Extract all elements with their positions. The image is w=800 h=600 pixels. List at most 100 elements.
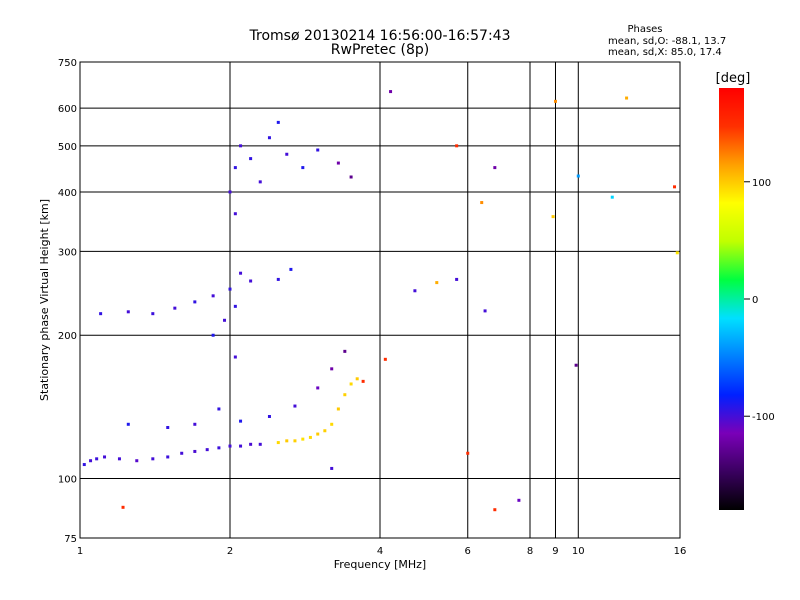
y-tick-label: 750 [58, 58, 77, 69]
data-point [316, 386, 320, 390]
data-point [166, 425, 170, 429]
data-point [228, 190, 232, 194]
data-point [293, 439, 297, 443]
colorbar-ticks: 100 0 -100 [744, 178, 775, 423]
data-point [330, 422, 334, 426]
x-minor-tick-label: 9 [552, 546, 558, 557]
data-point [316, 432, 320, 436]
data-point [316, 148, 320, 152]
data-point [99, 312, 103, 316]
data-point [166, 455, 170, 459]
data-point [95, 457, 99, 461]
data-point [82, 463, 86, 467]
x-tick-label: 1 [77, 546, 83, 557]
y-tick-label: 400 [58, 188, 77, 199]
y-tick-label: 100 [58, 475, 77, 486]
data-point [336, 407, 340, 411]
data-point [233, 166, 237, 170]
data-point [249, 157, 253, 161]
data-point [455, 144, 459, 148]
data-point [217, 446, 221, 450]
data-point [205, 448, 209, 452]
data-point [135, 459, 139, 463]
data-point [239, 444, 243, 448]
data-point [576, 174, 580, 178]
colorbar [719, 88, 744, 510]
data-point [276, 277, 280, 281]
data-point [233, 355, 237, 359]
x-tick-label: 6 [465, 546, 471, 557]
data-point [239, 419, 243, 423]
data-point [267, 136, 271, 140]
data-point [228, 444, 232, 448]
data-point [480, 201, 484, 205]
data-point [336, 161, 340, 165]
data-point [361, 379, 365, 383]
data-point [193, 449, 197, 453]
data-point [239, 271, 243, 275]
y-tick-label: 75 [64, 534, 77, 545]
chart-title: Tromsø 20130214 16:56:00-16:57:43 [249, 28, 511, 44]
colorbar-tick-label: 100 [752, 178, 771, 189]
data-point [89, 459, 93, 463]
data-point [343, 393, 347, 397]
data-point [435, 281, 439, 285]
data-point [258, 442, 262, 446]
x-tick-label: 2 [227, 546, 233, 557]
data-point [103, 455, 107, 459]
data-point [193, 422, 197, 426]
data-points [82, 90, 679, 512]
stats-line-x: mean, sd,X: 85.0, 17.4 [608, 47, 722, 58]
y-tick-label: 300 [58, 247, 77, 258]
data-point [349, 175, 353, 179]
data-point [285, 439, 289, 443]
data-point [233, 212, 237, 216]
data-point [493, 166, 497, 170]
data-point [323, 429, 327, 433]
colorbar-tick-label: 0 [752, 295, 758, 306]
x-tick-label: 8 [527, 546, 533, 557]
data-point [493, 508, 497, 512]
data-point [126, 422, 130, 426]
data-point [276, 441, 280, 445]
data-point [276, 120, 280, 124]
x-axis-ticks: 1 2 4 6 8 10 16 9 [77, 546, 687, 557]
data-point [239, 144, 243, 148]
data-point [151, 312, 155, 316]
data-point [574, 363, 578, 367]
y-tick-label: 500 [58, 142, 77, 153]
grid-lines [80, 62, 680, 538]
data-point [349, 382, 353, 386]
y-axis-ticks: 75 100 200 300 400 500 600 750 [58, 58, 77, 545]
y-tick-label: 200 [58, 331, 77, 342]
data-point [301, 166, 305, 170]
data-point [258, 180, 262, 184]
data-point [121, 505, 125, 509]
y-axis-label: Stationary phase Virtual Height [km] [38, 199, 51, 401]
data-point [675, 251, 679, 255]
data-point [211, 333, 215, 337]
x-axis-label: Frequency [MHz] [334, 558, 426, 571]
data-point [117, 457, 121, 461]
data-point [293, 404, 297, 408]
data-point [330, 466, 334, 470]
x-tick-label: 4 [377, 546, 383, 557]
data-point [228, 287, 232, 291]
data-point [267, 414, 271, 418]
data-point [217, 407, 221, 411]
data-point [308, 435, 312, 439]
plot-frame [79, 61, 681, 539]
data-point [301, 437, 305, 441]
data-point [126, 310, 130, 314]
data-point [355, 377, 359, 381]
stats-line-o: mean, sd,O: -88.1, 13.7 [608, 36, 726, 47]
data-point [625, 96, 629, 100]
data-point [413, 289, 417, 293]
data-point [223, 318, 227, 322]
data-point [483, 309, 487, 313]
colorbar-tick-label: -100 [752, 412, 775, 423]
x-tick-label: 16 [674, 546, 687, 557]
data-point [389, 90, 393, 94]
data-point [466, 451, 470, 455]
